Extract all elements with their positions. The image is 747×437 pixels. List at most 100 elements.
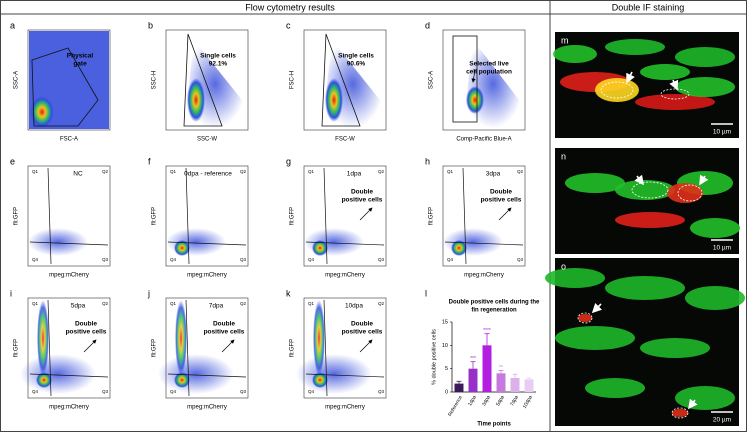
cell <box>685 286 745 310</box>
gate <box>462 167 467 265</box>
cell-outline <box>631 181 669 199</box>
y-tick-label: 0 <box>445 389 448 395</box>
gate <box>185 299 190 397</box>
x-label: FSC-A <box>60 137 78 143</box>
y-label: fli:GFP <box>429 207 435 225</box>
gate <box>305 373 385 378</box>
gate <box>305 241 385 246</box>
condition-label: 5dpa <box>71 303 86 310</box>
significance: *** <box>470 356 476 362</box>
gate <box>29 373 109 378</box>
cell <box>605 39 665 55</box>
y-label: fli:GFP <box>290 339 296 357</box>
annotation: cell population <box>466 69 512 76</box>
y-label: fli:GFP <box>152 207 158 225</box>
quadrant-label: Q1 <box>447 169 454 174</box>
cell <box>545 268 605 288</box>
density <box>451 240 467 256</box>
annotation: positive cells <box>66 329 107 336</box>
quadrant-label: Q3 <box>240 389 247 394</box>
cell <box>672 409 688 417</box>
left-title: Flow cytometry results <box>245 2 335 12</box>
x-tick-label: 7dpa <box>509 394 520 407</box>
arrow <box>634 174 644 186</box>
cell <box>555 326 635 350</box>
annotation: Double <box>213 321 235 328</box>
x-label: FSC-W <box>335 137 355 143</box>
gate <box>183 33 223 127</box>
density <box>174 372 190 388</box>
bar <box>524 379 534 392</box>
cell <box>553 45 597 63</box>
panel-letter: e <box>10 156 15 166</box>
panel-letter: b <box>148 20 153 30</box>
quadrant-label: Q1 <box>32 301 39 306</box>
bar <box>496 373 506 392</box>
panel-letter: a <box>10 20 15 30</box>
arrow <box>699 174 709 186</box>
quadrant-label: Q2 <box>102 169 109 174</box>
density-streak <box>175 300 187 376</box>
significance: **** <box>483 328 491 334</box>
quadrant-label: Q4 <box>32 389 39 394</box>
density <box>312 372 328 388</box>
annotation: Single cells <box>200 53 236 60</box>
cell-outline <box>677 184 703 202</box>
arrow <box>669 79 679 91</box>
bar <box>454 383 464 392</box>
panel-letter: c <box>286 20 291 30</box>
y-label: fli:GFP <box>14 339 20 357</box>
quadrant-label: Q4 <box>32 257 39 262</box>
arrow <box>626 71 635 84</box>
quadrant-label: Q4 <box>447 257 454 262</box>
density-streak <box>37 300 49 376</box>
y-label: fli:GFP <box>152 339 158 357</box>
gate <box>323 299 328 397</box>
gate <box>185 167 190 265</box>
quadrant-label: Q3 <box>102 257 109 262</box>
x-tick-label: 3dpa <box>481 394 492 407</box>
y-label: fli:GFP <box>290 207 296 225</box>
cell <box>640 338 710 358</box>
density-plot <box>296 299 385 397</box>
panel-letter: l <box>425 288 427 298</box>
cell <box>690 218 740 238</box>
arrow <box>498 207 512 221</box>
x-label: SSC-W <box>197 137 217 143</box>
density-plot <box>20 299 109 397</box>
density-plot <box>158 299 247 397</box>
cell <box>605 276 685 300</box>
quadrant-label: Q2 <box>517 169 524 174</box>
annotation: Selected live <box>469 61 509 68</box>
y-label: FSC-H <box>290 71 296 89</box>
arrow <box>359 207 373 221</box>
gate <box>444 241 524 246</box>
arrow <box>221 339 235 353</box>
scale-label: 20 µm <box>713 417 731 424</box>
cell <box>565 173 625 193</box>
cell <box>675 386 735 410</box>
x-label: mpeg:mCherry <box>464 273 504 279</box>
cell <box>675 47 735 67</box>
density-plot <box>29 31 109 129</box>
panel-letter: h <box>425 156 430 166</box>
chart-title: Double positive cells during the <box>449 300 540 306</box>
cell <box>675 77 735 97</box>
quadrant-label: Q2 <box>240 301 247 306</box>
y-label: % double positive cells <box>431 329 437 385</box>
quadrant-label: Q3 <box>240 257 247 262</box>
gate <box>167 373 247 378</box>
density <box>312 240 328 256</box>
annotation: Double <box>351 321 373 328</box>
x-label: mpeg:mCherry <box>187 273 227 279</box>
y-label: fli:GFP <box>14 207 20 225</box>
gate <box>321 33 361 127</box>
micrograph <box>555 148 739 254</box>
panel-letter: m <box>561 35 569 45</box>
annotation: positive cells <box>342 197 383 204</box>
panel-letter: o <box>561 261 566 271</box>
x-label: mpeg:mCherry <box>49 405 89 411</box>
arrow <box>359 339 373 353</box>
condition-label: 7dpa <box>209 303 224 310</box>
